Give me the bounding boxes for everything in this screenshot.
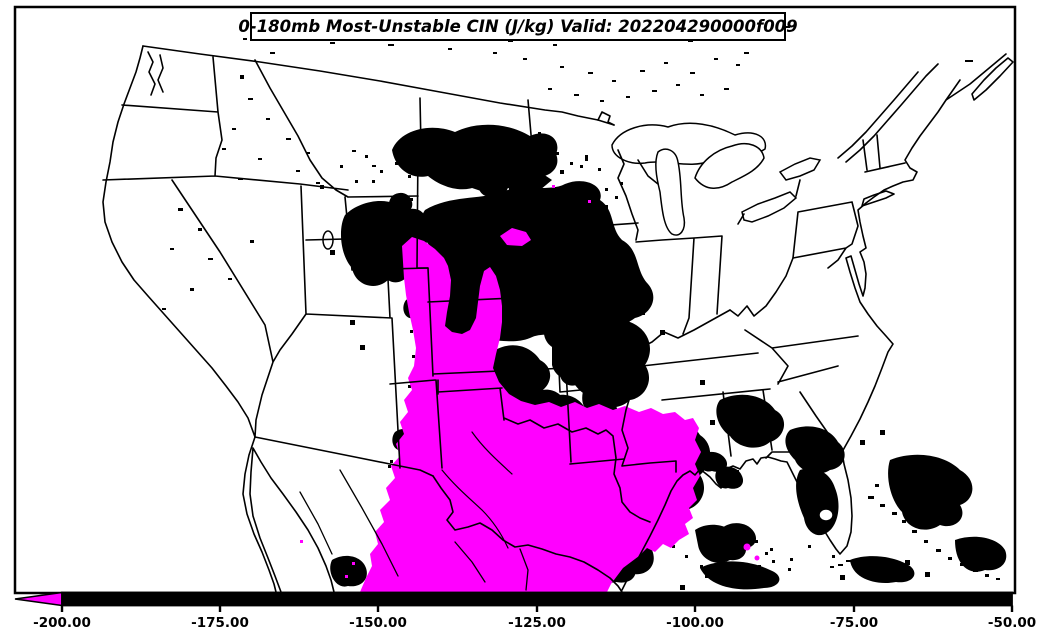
mississippi-river bbox=[621, 351, 677, 473]
colorbar-seg-neg100-neg75 bbox=[695, 592, 854, 606]
ohio-river bbox=[632, 309, 731, 353]
nova-scotia bbox=[945, 53, 1014, 101]
central-state-borders bbox=[539, 222, 759, 465]
colorbar-label-0: -200.00 bbox=[33, 615, 91, 631]
lake-huron bbox=[694, 142, 765, 189]
great-lakes bbox=[322, 122, 834, 522]
northeast-state-borders bbox=[737, 134, 906, 269]
lake-michigan bbox=[655, 148, 686, 236]
colorbar: -200.00 -175.00 -150.00 -125.00 -100.00 … bbox=[14, 591, 1036, 631]
rio-grande bbox=[432, 475, 623, 593]
lake-erie bbox=[741, 191, 798, 223]
colorbar-arrow-below-neg200 bbox=[14, 591, 63, 607]
texas-rivers bbox=[441, 431, 513, 549]
atlantic-coastline bbox=[841, 79, 961, 453]
title-box: 0-180mb Most-Unstable CIN (J/kg) Valid: … bbox=[238, 12, 798, 41]
mexico-state-borders bbox=[299, 469, 529, 591]
gulf-coastline bbox=[621, 451, 853, 591]
appalachian-state-borders bbox=[661, 257, 859, 457]
colorbar-seg-neg75-neg50 bbox=[854, 592, 1012, 606]
colorbar-label-5: -75.00 bbox=[830, 615, 878, 631]
geography-outlines bbox=[102, 45, 1014, 593]
pacific-coastline bbox=[102, 45, 256, 438]
lake-okeechobee bbox=[818, 508, 834, 522]
st-lawrence-river bbox=[837, 63, 939, 163]
puget-sound bbox=[147, 51, 164, 96]
colorbar-seg-neg175-neg150 bbox=[220, 592, 378, 606]
mountain-state-borders bbox=[102, 56, 443, 469]
colorbar-label-2: -150.00 bbox=[349, 615, 407, 631]
baja-coastline bbox=[242, 436, 335, 593]
colorbar-seg-neg125-neg100 bbox=[537, 592, 695, 606]
colorbar-ticks bbox=[60, 605, 1014, 612]
us-mexico-border bbox=[254, 436, 434, 477]
colorbar-seg-neg200-neg175 bbox=[62, 592, 220, 606]
colorbar-seg-neg150-neg125 bbox=[378, 592, 537, 606]
lake-ontario bbox=[778, 157, 822, 181]
upper-midwest-borders bbox=[597, 111, 723, 335]
colorbar-label-1: -175.00 bbox=[191, 615, 249, 631]
canada-border bbox=[142, 45, 615, 126]
map-title: 0-180mb Most-Unstable CIN (J/kg) Valid: … bbox=[238, 17, 798, 36]
texas-borders bbox=[437, 379, 651, 523]
colorbar-label-4: -100.00 bbox=[666, 615, 724, 631]
colorbar-label-6: -50.00 bbox=[988, 615, 1036, 631]
islands-speckles bbox=[830, 484, 1000, 580]
cin-region-below-neg200 bbox=[300, 185, 760, 592]
florida-georgia-border bbox=[765, 448, 843, 459]
long-island bbox=[861, 190, 895, 207]
colorbar-label-3: -125.00 bbox=[508, 615, 566, 631]
